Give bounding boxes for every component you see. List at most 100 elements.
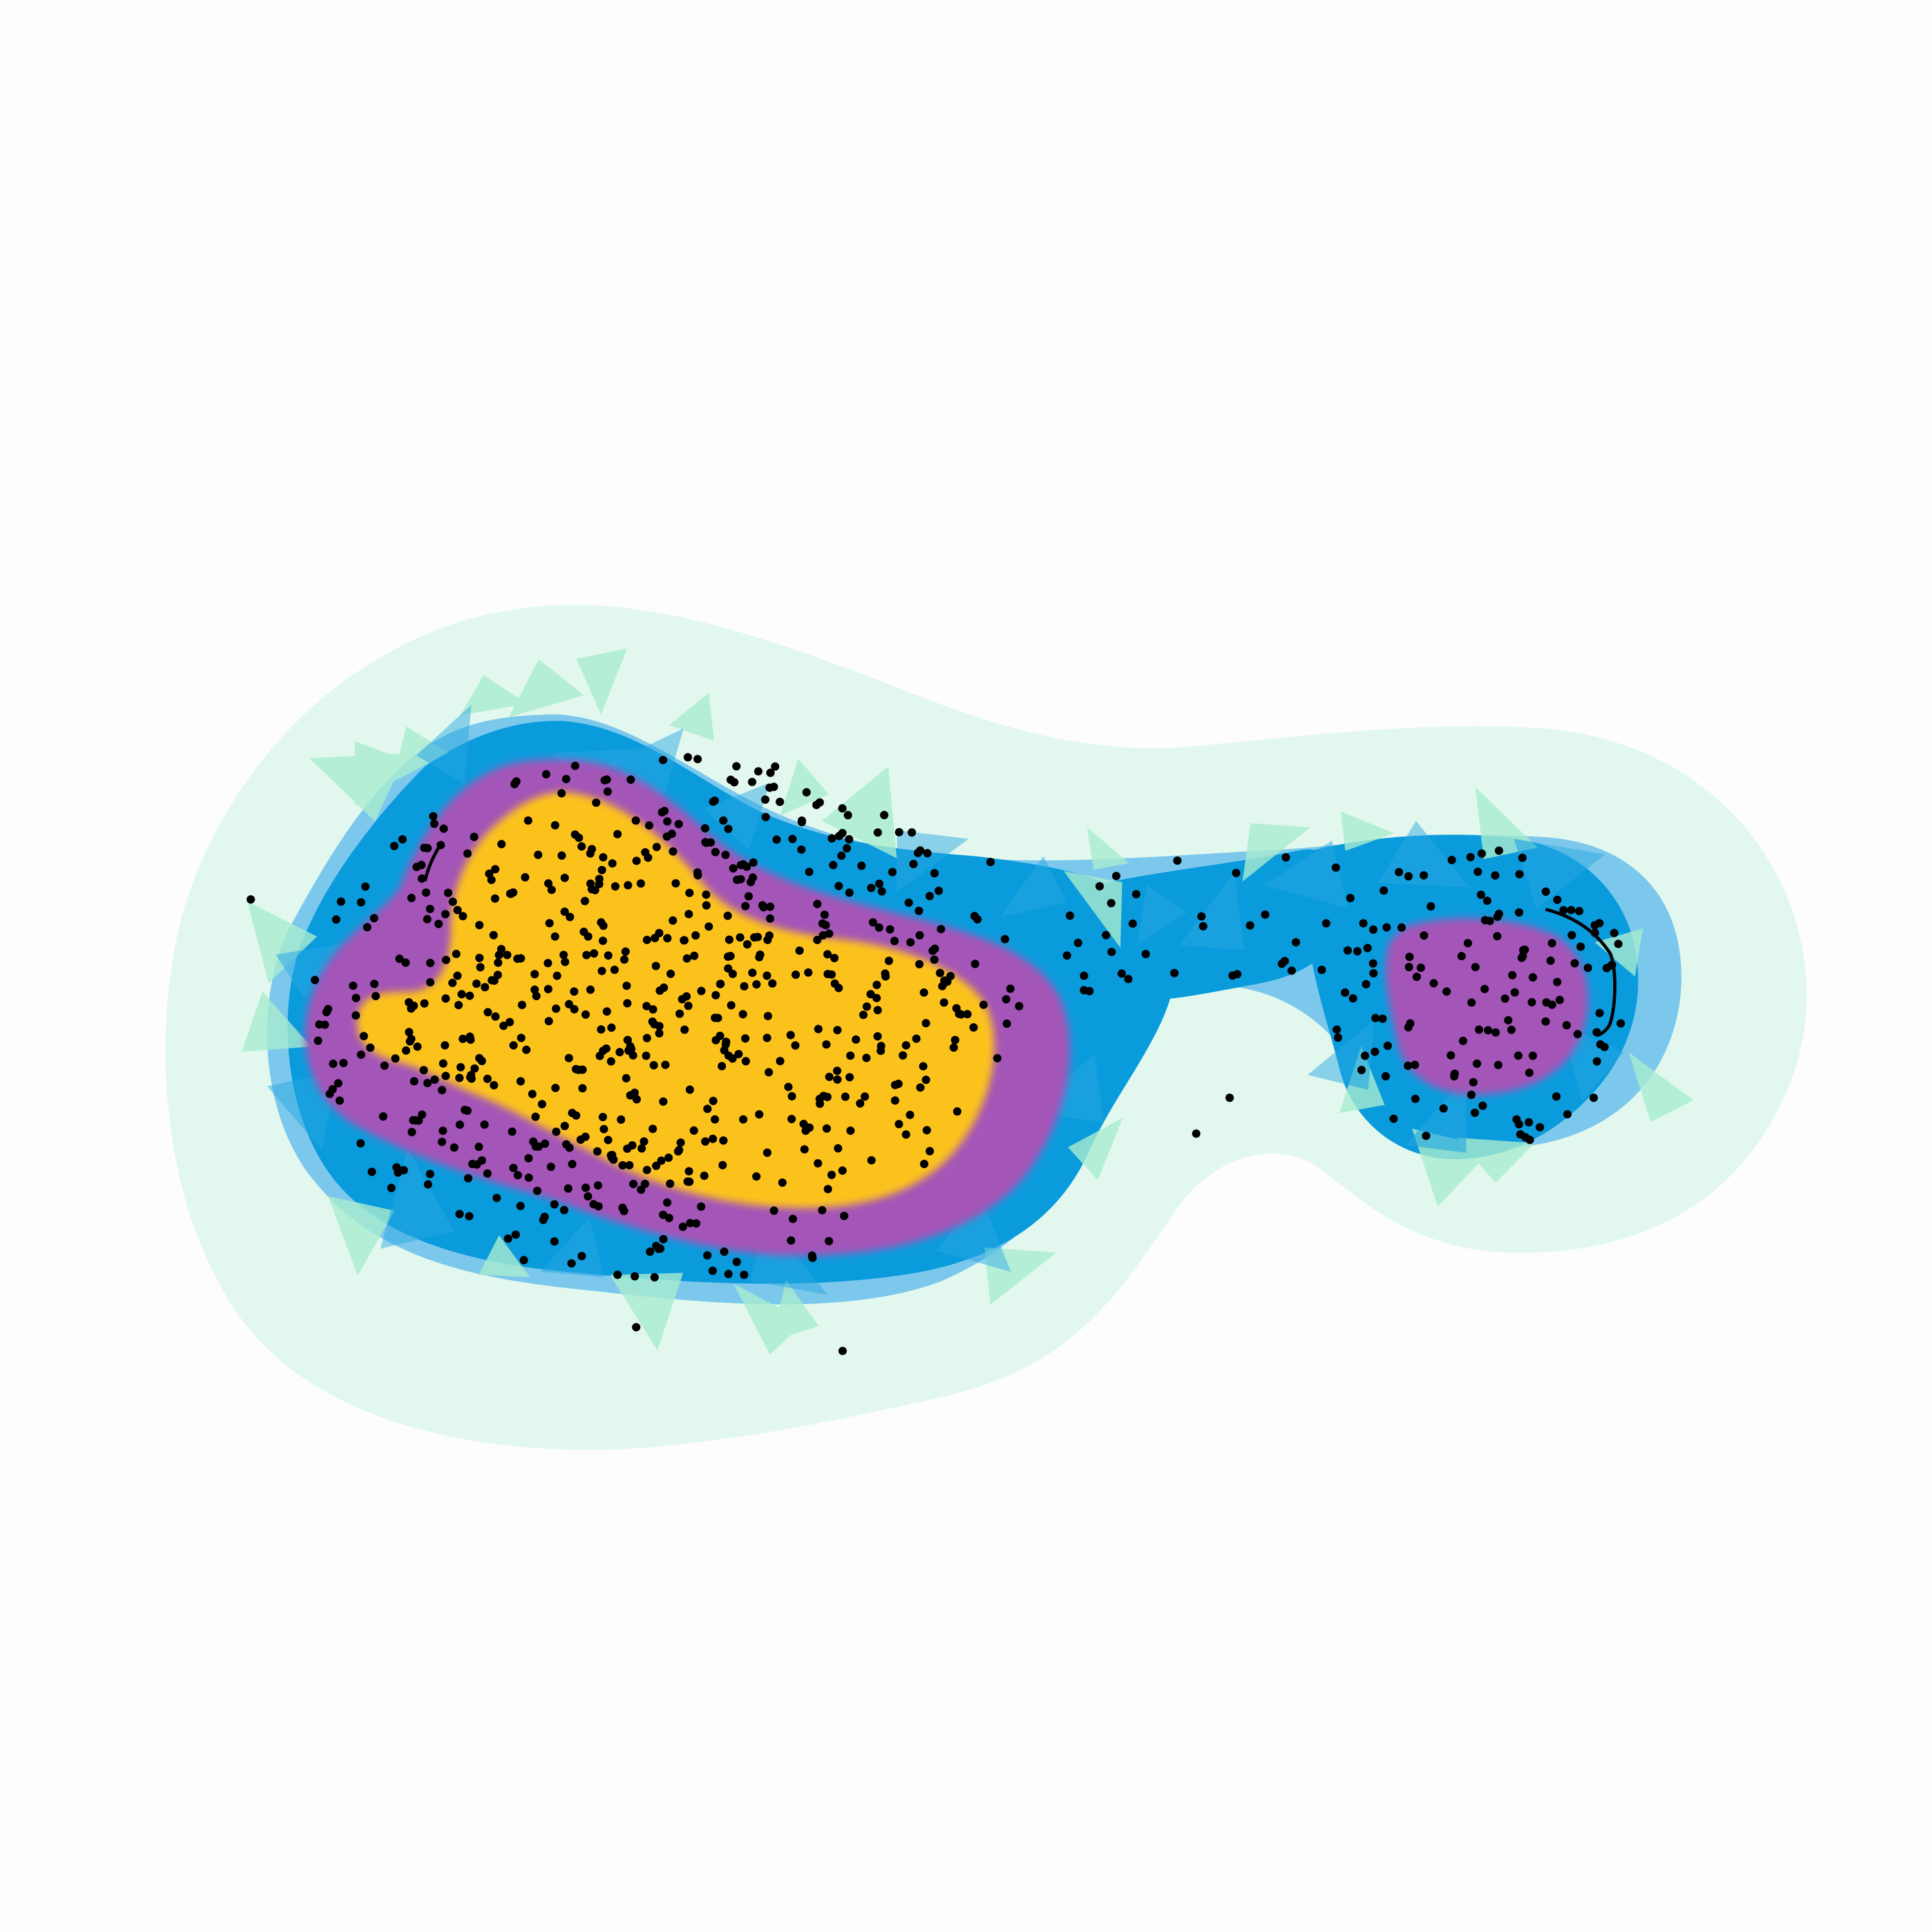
sample-point bbox=[1343, 946, 1352, 955]
sample-point bbox=[544, 959, 553, 967]
sample-point bbox=[1074, 938, 1083, 947]
sample-point bbox=[719, 1136, 728, 1145]
sample-point bbox=[711, 848, 720, 857]
sample-point bbox=[1419, 931, 1428, 940]
sample-point bbox=[775, 797, 784, 806]
sample-point bbox=[578, 1084, 587, 1093]
sample-point bbox=[1520, 945, 1530, 954]
sample-point bbox=[538, 1100, 547, 1108]
sample-point bbox=[1480, 985, 1489, 994]
sample-point bbox=[1429, 979, 1438, 988]
sample-point bbox=[598, 1113, 607, 1121]
sample-point bbox=[833, 1026, 842, 1034]
sample-point bbox=[1573, 1030, 1582, 1039]
sample-point bbox=[818, 1206, 827, 1215]
sample-point bbox=[470, 1064, 479, 1073]
sample-point bbox=[393, 1168, 402, 1177]
sample-point bbox=[1192, 1129, 1200, 1138]
sample-point bbox=[643, 936, 652, 944]
sample-point bbox=[949, 1043, 958, 1052]
sample-point bbox=[824, 1236, 833, 1245]
sample-point bbox=[603, 787, 612, 796]
boundary-triangle bbox=[1068, 1117, 1123, 1180]
sample-point bbox=[1546, 956, 1555, 965]
sample-point bbox=[441, 910, 450, 918]
sample-point bbox=[872, 994, 881, 1003]
sample-point bbox=[1141, 949, 1150, 958]
sample-point bbox=[506, 889, 515, 898]
sample-point bbox=[645, 1247, 654, 1256]
sample-point bbox=[1128, 919, 1137, 928]
sample-point bbox=[721, 851, 730, 859]
sample-point bbox=[822, 1040, 831, 1049]
sample-point bbox=[1321, 919, 1331, 928]
sample-point bbox=[564, 1184, 573, 1193]
sample-point bbox=[493, 958, 502, 967]
sample-point bbox=[851, 1035, 860, 1044]
sample-point bbox=[390, 842, 399, 851]
sample-point bbox=[666, 1179, 674, 1188]
sample-point bbox=[724, 964, 733, 973]
sample-point bbox=[894, 1079, 903, 1088]
sample-point bbox=[691, 931, 700, 940]
sample-point bbox=[437, 1086, 446, 1095]
sample-point bbox=[598, 967, 607, 976]
sample-point bbox=[314, 1036, 323, 1045]
sample-point bbox=[708, 1266, 717, 1275]
sample-point bbox=[700, 1171, 709, 1180]
sample-point bbox=[657, 1156, 666, 1165]
sample-point bbox=[642, 1001, 651, 1010]
sample-point bbox=[1006, 984, 1015, 993]
sample-point bbox=[637, 1185, 645, 1194]
sample-point bbox=[739, 1115, 748, 1124]
sample-point bbox=[1504, 1016, 1513, 1025]
sample-point bbox=[363, 923, 372, 932]
sample-point bbox=[497, 945, 506, 954]
sample-point bbox=[766, 768, 775, 777]
sample-point bbox=[491, 865, 500, 874]
sample-point bbox=[813, 900, 822, 909]
boundary-triangle bbox=[328, 1196, 395, 1276]
sample-point bbox=[459, 912, 468, 921]
sample-point bbox=[802, 788, 811, 797]
sample-point bbox=[1124, 974, 1133, 983]
sample-point bbox=[552, 1127, 561, 1136]
sample-point bbox=[621, 947, 630, 956]
sample-point bbox=[547, 886, 556, 895]
sample-point bbox=[708, 1134, 717, 1143]
sample-point bbox=[441, 1072, 450, 1081]
sample-point bbox=[467, 1074, 476, 1083]
sample-point bbox=[838, 1166, 847, 1175]
sample-point bbox=[761, 813, 770, 822]
sample-point bbox=[867, 1156, 876, 1165]
sample-point bbox=[475, 1142, 484, 1151]
sample-point bbox=[417, 874, 426, 883]
sample-point bbox=[842, 844, 851, 853]
sample-point bbox=[1471, 963, 1480, 972]
sample-point bbox=[873, 828, 882, 837]
sample-point bbox=[1552, 1092, 1561, 1101]
sample-point bbox=[1405, 952, 1414, 961]
sample-point bbox=[1553, 978, 1562, 987]
sample-point bbox=[645, 821, 654, 830]
sample-point bbox=[719, 816, 728, 825]
sample-point bbox=[1602, 963, 1611, 972]
sample-point bbox=[1475, 1025, 1484, 1034]
sample-point bbox=[834, 882, 843, 891]
sample-point bbox=[328, 1059, 337, 1068]
sample-point bbox=[1548, 939, 1557, 948]
sample-point bbox=[654, 1244, 663, 1253]
blue-facet bbox=[1179, 872, 1245, 951]
purple-right-blob-region bbox=[1385, 918, 1589, 1095]
sample-point bbox=[559, 951, 568, 960]
sample-point bbox=[509, 1041, 518, 1050]
sample-point bbox=[625, 1160, 634, 1170]
sample-point bbox=[551, 821, 560, 829]
sample-point bbox=[1528, 1051, 1537, 1060]
sample-point bbox=[1411, 1094, 1420, 1103]
sample-point bbox=[902, 1041, 911, 1050]
sample-point bbox=[881, 972, 890, 981]
sample-point bbox=[1493, 913, 1502, 921]
sample-point bbox=[682, 992, 691, 1001]
sample-point bbox=[1421, 1132, 1430, 1141]
